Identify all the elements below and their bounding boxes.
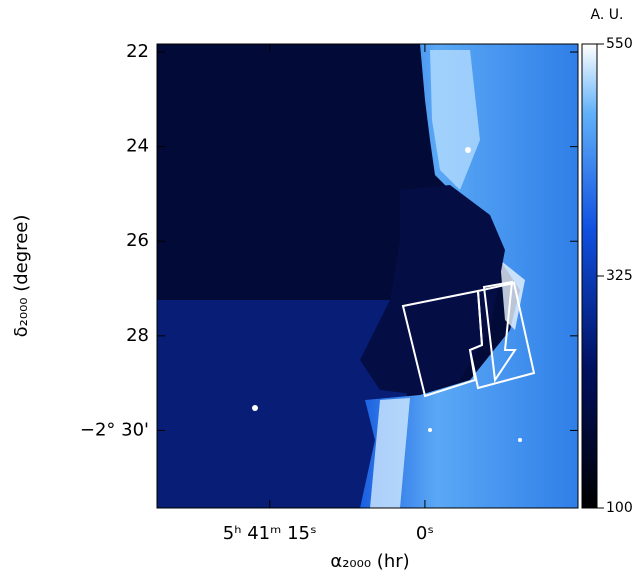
colorbar-tick-label: 100 (606, 500, 633, 516)
y-tick-label: 24 (126, 136, 149, 157)
x-tick-label: 0ˢ (416, 523, 434, 544)
nebula-image (157, 44, 578, 508)
colorbar (582, 44, 597, 508)
y-tick-label: 28 (126, 325, 149, 346)
figure: A. U. α₂₀₀₀ (hr) δ₂₀₀₀ (degree) 22 24 26 28… (0, 0, 642, 575)
x-tick-label: 5ʰ 41ᵐ 15ˢ (223, 523, 317, 544)
y-axis-label: δ₂₀₀₀ (degree) (11, 215, 32, 338)
x-axis-label: α₂₀₀₀ (hr) (330, 551, 409, 572)
y-tick-label: 22 (126, 41, 149, 62)
y-tick-label: −2° 30' (80, 419, 149, 440)
colorbar-tick-label: 550 (606, 36, 633, 52)
y-tick-label: 26 (126, 230, 149, 251)
colorbar-label: A. U. (591, 7, 624, 23)
colorbar-tick-label: 325 (606, 268, 633, 284)
